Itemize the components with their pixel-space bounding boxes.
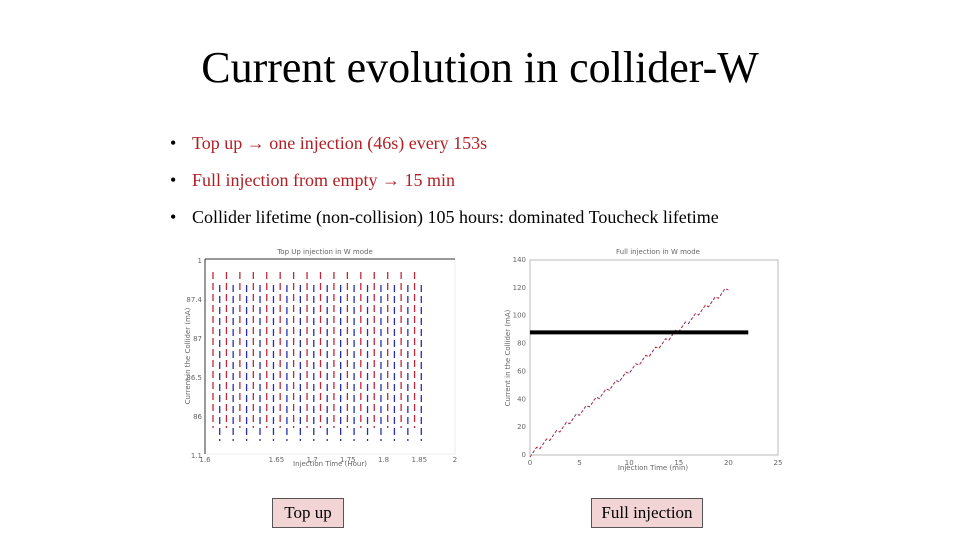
y-ticks: 0 20 40 60 80 100 120 140 (513, 256, 526, 459)
x-tick-label: 1.8 (378, 456, 389, 464)
bullet-item: • Collider lifetime (non-collision) 105 … (170, 204, 930, 241)
y-axis-label: Current in the Collider (mA) (184, 307, 192, 404)
topup-caption: Top up (272, 498, 344, 528)
x-tick-label: 15 (674, 459, 683, 467)
x-axis-label: Injection Time (min) (618, 464, 689, 472)
y-tick-label: 120 (513, 284, 526, 292)
x-tick-label: 25 (774, 459, 783, 467)
chart-title: Top Up injection in W mode (276, 248, 373, 256)
y-tick-label: 86 (193, 413, 202, 421)
full-injection-chart-svg: Full injection in W mode 0 5 10 15 20 25 0 20 4… (504, 248, 783, 472)
chart-title: Full injection in W mode (616, 248, 700, 256)
plot-area (529, 259, 779, 456)
y-axis-label: Current in the Collider (mA) (504, 309, 512, 406)
bullet-text: Full injection from empty → 15 min (192, 170, 455, 190)
x-tick-label: 1.75 (340, 456, 356, 464)
y-tick-label: 100 (513, 312, 526, 320)
y-tick-label: 80 (517, 340, 526, 348)
y-ticks: 1 87.4 87 86.5 86 1.1 (186, 257, 202, 460)
x-tick-label: 20 (724, 459, 733, 467)
bullet-item: • Full injection from empty → 15 min (170, 167, 930, 204)
y-tick-label: 86.5 (186, 374, 202, 382)
series-line (529, 287, 729, 458)
full-injection-chart: Full injection in W mode 0 5 10 15 20 25 0 20 4… (498, 244, 788, 474)
bullet-item: • Top up → one injection (46s) every 153… (170, 130, 930, 167)
x-tick-label: 1.7 (307, 456, 318, 464)
x-tick-label: 1.6 (199, 456, 211, 464)
y-tick-label: 1 (198, 257, 202, 265)
y-tick-label: 60 (517, 367, 526, 375)
x-tick-label: 10 (625, 459, 634, 467)
x-axis-label: Injection Time (Hour) (293, 460, 367, 468)
bullet-text: Collider lifetime (non-collision) 105 ho… (192, 207, 719, 227)
topup-chart-svg: Top Up injection in W mode 1.6 1.65 1.7 1.7… (184, 248, 457, 468)
series-group (204, 258, 455, 454)
bullet-dot-icon: • (170, 133, 177, 153)
y-tick-label: 87.4 (186, 296, 202, 304)
slide-title: Current evolution in collider-W (201, 43, 759, 92)
topup-chart: Top Up injection in W mode 1.6 1.65 1.7 1.7… (180, 244, 470, 474)
bullet-dot-icon: • (170, 170, 177, 190)
x-tick-label: 0 (528, 459, 532, 467)
series-group (529, 287, 729, 458)
y-tick-label: 20 (517, 423, 526, 431)
y-tick-label: 1.1 (191, 452, 202, 460)
bullet-dot-icon: • (170, 207, 177, 227)
x-ticks: 1.6 1.65 1.7 1.75 1.8 1.85 2 (199, 456, 457, 464)
y-tick-label: 40 (517, 395, 526, 403)
y-tick-label: 87 (193, 335, 202, 343)
x-tick-label: 2 (453, 456, 457, 464)
y-tick-label: 140 (513, 256, 526, 264)
y-tick-label: 0 (522, 451, 526, 459)
x-tick-label: 1.85 (411, 456, 427, 464)
x-tick-label: 1.65 (269, 456, 285, 464)
bullet-text: Top up → one injection (46s) every 153s (192, 133, 488, 153)
full-injection-caption: Full injection (591, 498, 703, 528)
bullet-list: • Top up → one injection (46s) every 153… (170, 130, 930, 241)
x-tick-label: 5 (577, 459, 581, 467)
x-ticks: 0 5 10 15 20 25 (528, 459, 783, 467)
plot-area (204, 258, 456, 455)
